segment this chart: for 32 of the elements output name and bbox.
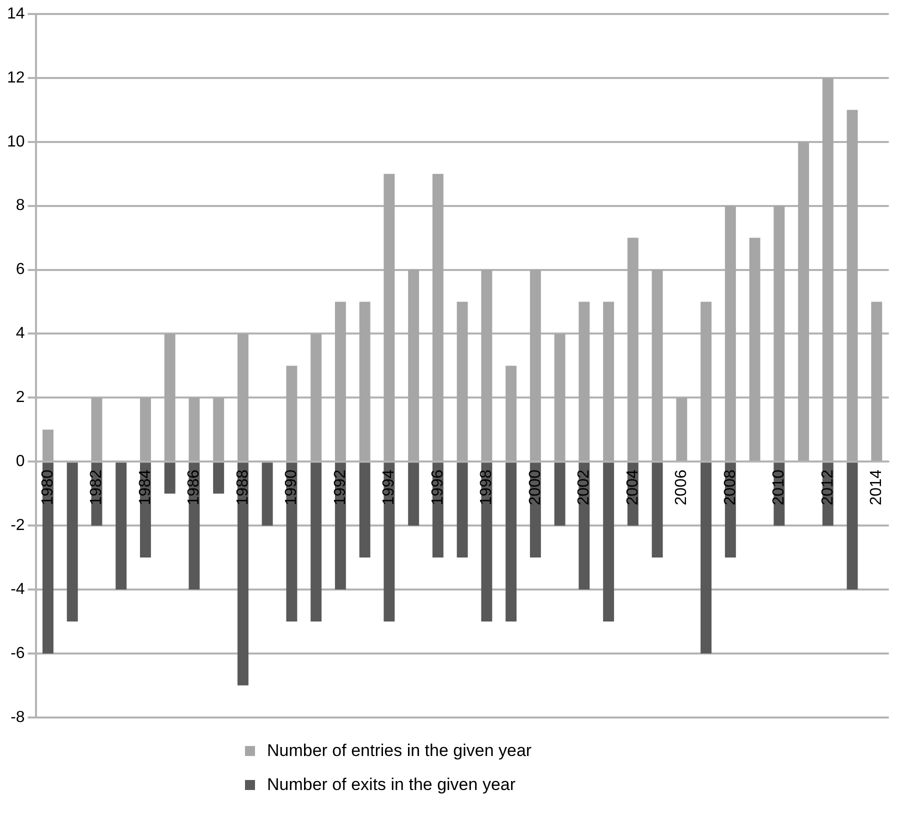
y-tick-label: -2 [10,516,25,534]
x-tick-label: 2000 [526,470,544,506]
x-tick-label: 2004 [624,470,642,506]
y-tick-label: -6 [10,644,25,662]
y-tick-label: 14 [7,5,25,22]
y-tick-label: -8 [10,708,25,726]
x-tick-label: 2002 [576,470,593,506]
x-tick-label: 1982 [88,470,106,506]
y-tick-label: 12 [7,69,25,86]
y-tick-label: 4 [16,325,25,342]
legend-label: Number of entries in the given year [267,741,532,761]
x-tick-label: 1996 [429,470,446,506]
legend-label: Number of exits in the given year [267,775,516,795]
x-tick-label: 2008 [722,470,739,506]
x-tick-label: 1998 [478,470,496,506]
x-tick-label: 1990 [283,470,300,506]
x-tick-label: 1994 [380,470,398,506]
y-tick-label: -4 [10,580,25,598]
x-tick-label: 1988 [234,470,252,506]
y-tick-label: 0 [16,453,25,470]
y-tick-label: 10 [7,133,25,150]
x-tick-label: 1980 [39,470,56,506]
y-tick-label: 2 [16,389,25,406]
x-tick-label: 2014 [868,470,886,506]
x-tick-label: 2010 [770,470,788,506]
x-tick-label: 2006 [673,470,690,506]
y-tick-label: 6 [16,261,25,278]
y-tick-label: 8 [16,197,25,214]
x-tick-label: 1984 [136,470,154,506]
x-tick-label: 1986 [186,470,203,506]
x-tick-label: 2012 [819,470,836,506]
x-tick-label: 1992 [332,470,349,506]
